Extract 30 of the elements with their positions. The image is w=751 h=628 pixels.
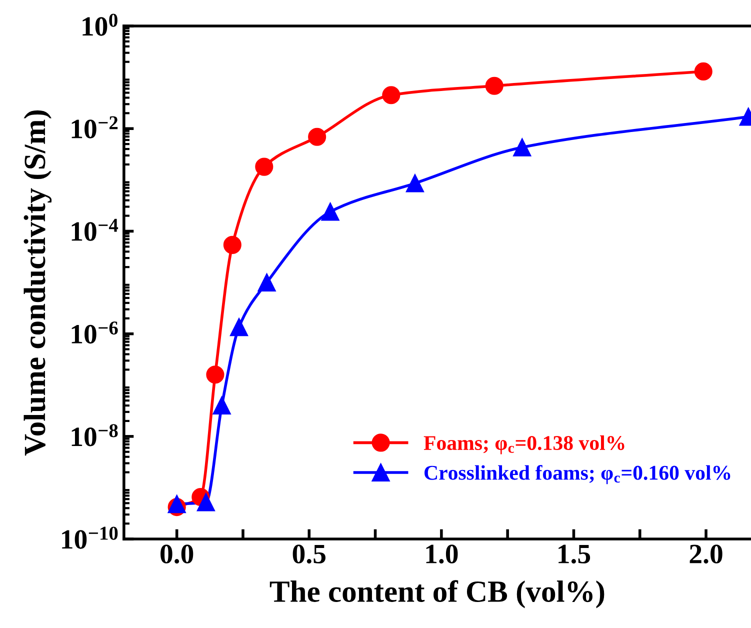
point [382,86,400,104]
point [513,138,532,156]
x-axis-title: The content of CB (vol%) [270,580,604,608]
point [230,318,248,336]
point [321,202,340,221]
x-tick-label: 1.0 [426,544,458,564]
y-tick-label: 10$^{−6}$ [72,322,118,344]
point [255,158,274,176]
x-tick-label: 2.0 [690,544,722,564]
point [406,174,424,192]
y-tick-label: 10$^{−4}$ [72,218,118,241]
point [206,366,224,384]
point [196,493,215,512]
x-tick-label: 1.5 [558,544,590,564]
y-tick-label: 10$^{−8}$ [72,424,118,446]
point [308,128,326,146]
point [168,495,186,514]
y-axis-title: Volume conductivity (S/m) [24,110,52,456]
y-tick-label: 10$^{−10}$ [62,526,118,549]
point [258,273,276,292]
x-tick-label: 0.5 [292,544,326,564]
legend-label: Foams; φ$_{c}$=0.138 vol% [424,435,624,454]
point [694,62,712,80]
x-tick-label: 0.0 [160,544,194,564]
legend-label: Crosslinked foams; φ$_{c}$=0.160 vol% [424,464,730,484]
y-tick-label: 10$^{−2}$ [72,116,118,138]
point [485,76,504,95]
y-tick-label: 10$^{0}$ [82,14,118,36]
point [212,396,231,415]
point [223,236,242,254]
